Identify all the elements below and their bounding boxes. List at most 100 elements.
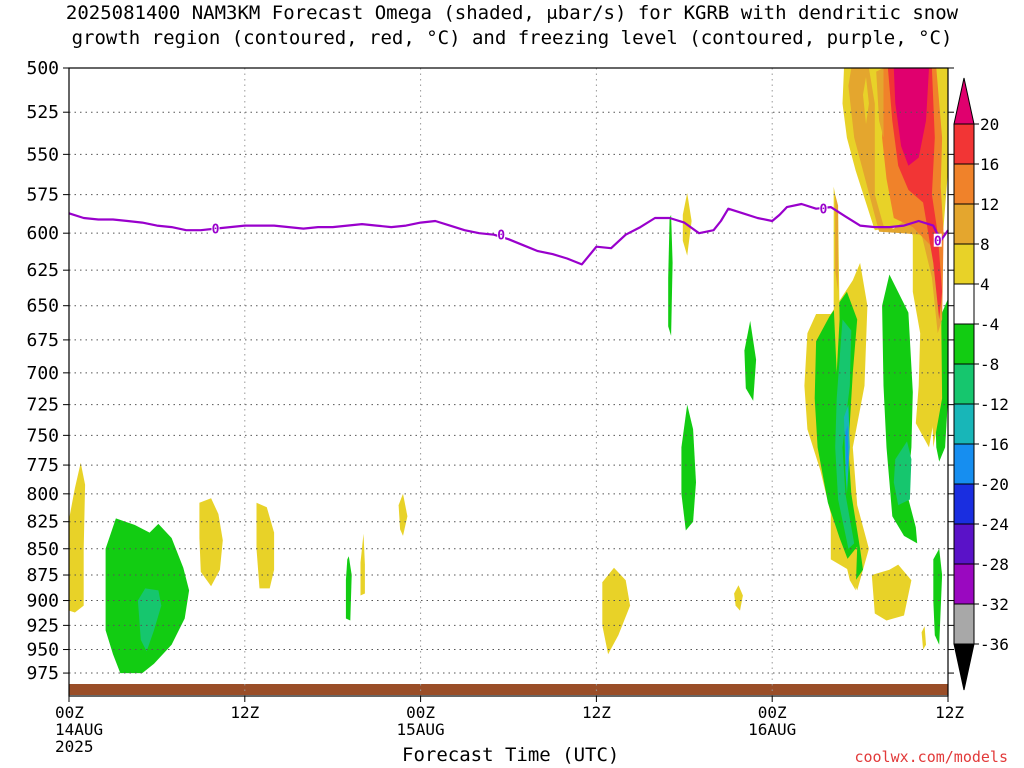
x-tick-label: 12Z: [935, 703, 964, 722]
y-tick-label: 700: [26, 363, 59, 384]
x-tick-date: 16AUG: [748, 720, 796, 739]
y-tick-label: 900: [26, 591, 59, 612]
omega-region-3: [199, 498, 223, 587]
x-tick-label: 00Z: [406, 703, 435, 722]
omega-region-25: [933, 548, 943, 645]
colorbar-top-arrow: [953, 77, 975, 125]
omega-region-13: [744, 320, 757, 401]
freezing-level-label: 0: [212, 223, 220, 238]
colorbar-label: -4: [980, 315, 999, 334]
colorbar-label: -16: [980, 435, 1009, 454]
omega-region-20: [871, 564, 912, 621]
freezing-level-contour: 0 0 0 0: [68, 201, 949, 266]
y-tick-label: 500: [26, 58, 59, 79]
omega-region-33: [893, 68, 929, 166]
y-tick-label: 525: [26, 102, 59, 123]
chart-title-line2: growth region (contoured, red, °C) and f…: [71, 27, 953, 49]
colorbar-swatch: [953, 363, 975, 405]
omega-shading: [69, 68, 948, 674]
colorbar-swatch: [953, 243, 975, 285]
colorbar-label: -8: [980, 355, 999, 374]
colorbar-swatch: [953, 283, 975, 325]
contour-label-bg: [211, 221, 220, 235]
colorbar-swatch: [953, 603, 975, 645]
colorbar-label: 12: [980, 195, 999, 214]
omega-region-6: [360, 533, 365, 596]
grid-lines: [69, 67, 948, 696]
plot-background: [69, 68, 948, 696]
chart-title-line1: 2025081400 NAM3KM Forecast Omega (shaded…: [65, 2, 959, 24]
y-tick-label: 650: [26, 296, 59, 317]
colorbar-label: -36: [980, 635, 1009, 654]
y-tick-label: 575: [26, 185, 59, 206]
x-tick-label: 12Z: [582, 703, 611, 722]
x-tick-date: 14AUG: [55, 720, 103, 739]
omega-region-28: [835, 194, 839, 292]
contour-label-bg: [819, 201, 828, 215]
omega-region-2: [137, 588, 162, 652]
colorbar-label: 20: [980, 115, 999, 134]
contour-label-bg: [933, 233, 942, 247]
x-tick-year: 2025: [55, 737, 94, 756]
y-tick-label: 775: [26, 455, 59, 476]
y-tick-label: 925: [26, 615, 59, 636]
y-tick-label: 625: [26, 260, 59, 281]
colorbar-label: 4: [980, 275, 990, 294]
plot-frame: [68, 67, 949, 697]
colorbar-label: -24: [980, 515, 1009, 534]
colorbar-swatch: [953, 403, 975, 445]
colorbar-swatch: [953, 163, 975, 205]
x-tick-label: 00Z: [758, 703, 787, 722]
omega-region-18: [845, 425, 849, 474]
omega-region-26: [921, 626, 926, 650]
colorbar-swatch: [953, 123, 975, 165]
colorbar-swatch: [953, 483, 975, 525]
colorbar-swatch: [953, 323, 975, 365]
x-tick-date: 15AUG: [397, 720, 445, 739]
colorbar-label: 8: [980, 235, 990, 254]
colorbar-label: -20: [980, 475, 1009, 494]
omega-region-11: [681, 404, 696, 531]
y-tick-label: 725: [26, 395, 59, 416]
colorbar-swatch: [953, 563, 975, 605]
y-tick-label: 825: [26, 512, 59, 533]
contour-label-bg: [497, 227, 506, 241]
freezing-level-label: 0: [820, 203, 828, 218]
colorbar-swatch: [953, 523, 975, 565]
colorbar-swatch: [953, 443, 975, 485]
omega-region-16: [835, 319, 855, 549]
colorbar-label: -12: [980, 395, 1009, 414]
y-tick-label: 875: [26, 565, 59, 586]
omega-region-19: [845, 546, 858, 591]
omega-region-7: [398, 493, 408, 536]
colorbar-label: -32: [980, 595, 1009, 614]
y-axis: 500 525 550 575 600 625 650 675 700 725 750 775 800 8…: [26, 58, 954, 684]
omega-region-12: [734, 585, 743, 611]
omega-region-34: [876, 68, 884, 138]
y-tick-label: 800: [26, 484, 59, 505]
y-tick-label: 750: [26, 425, 59, 446]
freezing-level-label: 0: [934, 235, 942, 250]
omega-region-4: [256, 502, 275, 589]
y-tick-label: 600: [26, 223, 59, 244]
colorbar-label: -28: [980, 555, 1009, 574]
colorbar: 20 16 12 8 4 -4 -8 -12 -16 -20 -24 -28 -32 -36: [953, 77, 1009, 691]
y-tick-label: 675: [26, 330, 59, 351]
y-tick-label: 975: [26, 663, 59, 684]
omega-region-8: [602, 567, 631, 655]
colorbar-label: 16: [980, 155, 999, 174]
colorbar-bottom-arrow: [953, 643, 975, 691]
y-tick-label: 550: [26, 144, 59, 165]
omega-region-30: [848, 68, 943, 334]
colorbar-swatch: [953, 203, 975, 245]
x-tick-label: 12Z: [230, 703, 259, 722]
y-tick-label: 950: [26, 640, 59, 661]
y-tick-label: 850: [26, 539, 59, 560]
x-axis-label: Forecast Time (UTC): [402, 744, 620, 766]
omega-region-22: [893, 441, 912, 506]
omega-region-5: [345, 556, 352, 621]
ground-surface: [69, 684, 948, 695]
